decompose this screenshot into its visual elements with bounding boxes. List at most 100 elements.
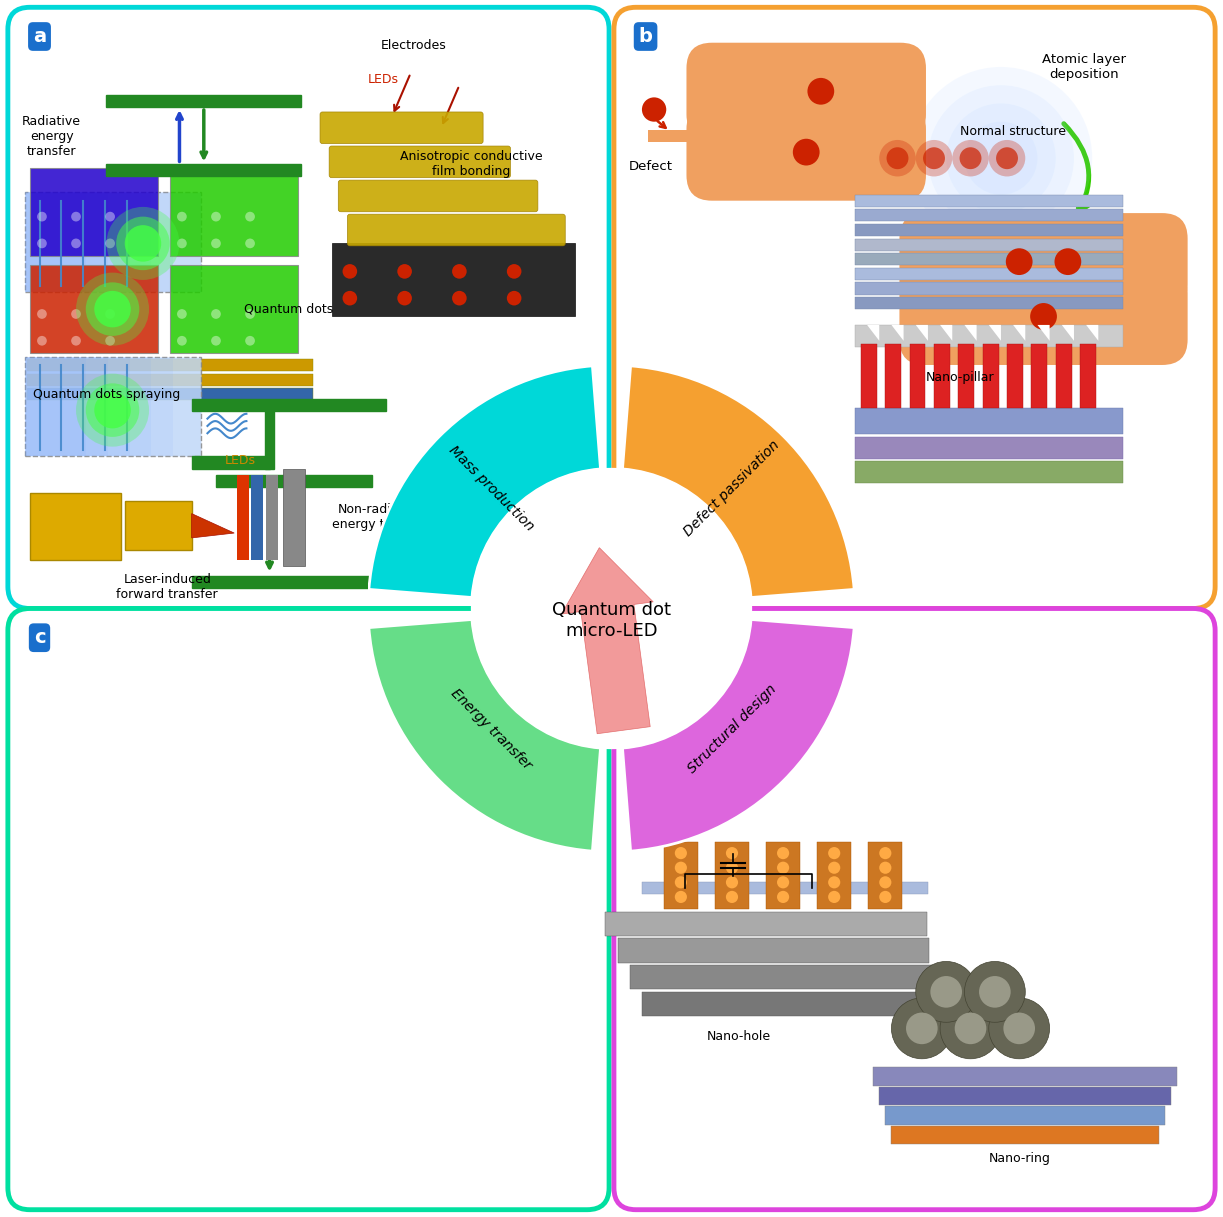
Circle shape xyxy=(37,336,46,346)
FancyBboxPatch shape xyxy=(320,112,483,144)
Bar xyxy=(29,493,121,560)
Circle shape xyxy=(726,891,737,903)
Wedge shape xyxy=(623,366,854,598)
FancyBboxPatch shape xyxy=(614,7,1216,608)
Polygon shape xyxy=(892,325,904,341)
Circle shape xyxy=(960,147,982,169)
Circle shape xyxy=(125,225,161,262)
Circle shape xyxy=(1005,248,1032,275)
Circle shape xyxy=(777,876,789,888)
Circle shape xyxy=(675,876,687,888)
Bar xyxy=(24,357,152,456)
Circle shape xyxy=(37,239,46,248)
Polygon shape xyxy=(192,514,235,538)
Text: Nano-pillar: Nano-pillar xyxy=(926,371,994,383)
Bar xyxy=(1080,344,1096,408)
Circle shape xyxy=(37,212,46,221)
Circle shape xyxy=(1054,248,1081,275)
Bar xyxy=(192,456,269,469)
Circle shape xyxy=(76,273,149,346)
Bar xyxy=(170,265,297,353)
Text: c: c xyxy=(34,628,45,647)
Bar xyxy=(861,344,877,408)
Circle shape xyxy=(988,140,1025,176)
Circle shape xyxy=(342,291,357,305)
Bar xyxy=(642,882,928,894)
Circle shape xyxy=(105,309,115,319)
Text: Electrodes: Electrodes xyxy=(380,39,446,51)
Text: Non-radiative
energy transfer: Non-radiative energy transfer xyxy=(331,503,429,532)
Bar xyxy=(125,501,192,550)
Circle shape xyxy=(947,103,1055,213)
Bar xyxy=(855,297,1123,309)
Text: Defect: Defect xyxy=(629,161,673,173)
Circle shape xyxy=(675,847,687,859)
Text: Laser-induced
forward transfer: Laser-induced forward transfer xyxy=(116,572,218,601)
Bar xyxy=(855,408,1123,434)
Bar xyxy=(24,357,130,456)
Circle shape xyxy=(879,140,916,176)
Circle shape xyxy=(212,239,221,248)
Circle shape xyxy=(177,212,187,221)
Bar xyxy=(766,842,800,909)
Circle shape xyxy=(777,862,789,874)
Text: Nano-ring: Nano-ring xyxy=(988,1152,1051,1165)
Bar xyxy=(855,461,1123,483)
Circle shape xyxy=(212,336,221,346)
Circle shape xyxy=(726,847,737,859)
Wedge shape xyxy=(369,366,600,598)
Circle shape xyxy=(675,862,687,874)
Circle shape xyxy=(116,217,170,270)
Circle shape xyxy=(910,67,1092,249)
Bar xyxy=(983,344,998,408)
Bar xyxy=(618,938,929,963)
Bar xyxy=(855,325,1123,347)
Circle shape xyxy=(105,239,115,248)
Circle shape xyxy=(1030,303,1057,330)
Circle shape xyxy=(342,264,357,279)
Circle shape xyxy=(245,239,254,248)
Polygon shape xyxy=(1062,325,1074,341)
Circle shape xyxy=(879,847,892,859)
Polygon shape xyxy=(940,325,953,341)
Circle shape xyxy=(642,97,667,122)
Bar xyxy=(910,344,926,408)
FancyBboxPatch shape xyxy=(7,608,609,1210)
Circle shape xyxy=(906,1013,938,1044)
Circle shape xyxy=(928,85,1074,231)
Bar xyxy=(283,469,305,566)
Bar xyxy=(1007,344,1022,408)
Circle shape xyxy=(177,309,187,319)
Bar xyxy=(24,192,130,292)
Bar xyxy=(24,192,174,292)
Circle shape xyxy=(916,961,977,1022)
Circle shape xyxy=(453,264,467,279)
Circle shape xyxy=(923,147,945,169)
Bar xyxy=(251,475,263,560)
Text: d: d xyxy=(638,628,653,647)
Circle shape xyxy=(105,336,115,346)
FancyBboxPatch shape xyxy=(614,608,1216,1210)
Circle shape xyxy=(177,336,187,346)
Circle shape xyxy=(726,862,737,874)
Bar xyxy=(715,842,748,909)
Bar xyxy=(855,253,1123,265)
Bar xyxy=(264,410,274,469)
Text: LEDs: LEDs xyxy=(225,454,256,466)
Text: Mass production: Mass production xyxy=(445,443,537,533)
Circle shape xyxy=(76,374,149,447)
Bar xyxy=(959,344,975,408)
Bar xyxy=(855,268,1123,280)
Bar xyxy=(879,1087,1172,1105)
Circle shape xyxy=(472,469,751,748)
Bar xyxy=(605,912,927,936)
Text: LEDs: LEDs xyxy=(368,73,399,85)
Circle shape xyxy=(965,961,1025,1022)
FancyBboxPatch shape xyxy=(686,103,926,201)
Text: Quantum dots spraying: Quantum dots spraying xyxy=(33,388,180,400)
Text: Defect passivation: Defect passivation xyxy=(681,437,783,539)
Bar xyxy=(1031,344,1047,408)
Bar xyxy=(331,243,575,316)
Bar xyxy=(817,842,851,909)
Bar xyxy=(106,95,301,107)
